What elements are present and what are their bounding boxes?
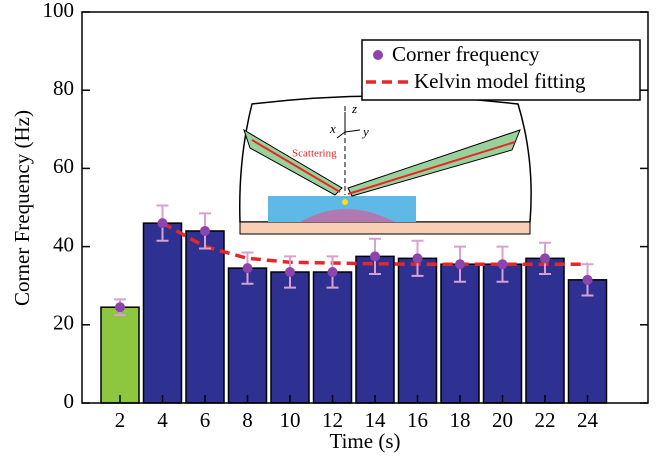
x-axis-label: Time (s)	[330, 429, 401, 453]
x-tick-label: 2	[115, 408, 126, 432]
point	[370, 251, 380, 262]
legend-label: Kelvin model fitting	[414, 69, 586, 93]
bar	[270, 271, 310, 404]
bar	[440, 263, 480, 404]
beam	[347, 141, 516, 195]
inset-label: Scattering	[292, 148, 337, 160]
x-tick-label: 12	[322, 408, 343, 432]
bar	[397, 257, 438, 404]
cell	[300, 209, 395, 222]
x-tick-label: 18	[450, 408, 471, 432]
bar	[482, 263, 523, 404]
fiber-right	[347, 129, 521, 197]
y-tick-label: 20	[53, 311, 74, 335]
legend-label: Corner frequency	[392, 42, 540, 66]
fit-line	[161, 221, 588, 266]
x-tick-label: 4	[157, 408, 168, 432]
x-tick-label: 8	[242, 408, 253, 432]
substrate	[239, 221, 531, 235]
point	[497, 259, 508, 270]
inset-label: x	[329, 121, 336, 136]
particle	[342, 199, 348, 205]
point	[327, 267, 338, 278]
point	[242, 263, 253, 274]
x-tick-label: 6	[200, 408, 211, 432]
point	[200, 225, 210, 236]
bar	[100, 306, 140, 404]
y-tick-label: 40	[53, 232, 74, 256]
x-tick-label: 16	[407, 408, 428, 432]
point	[115, 302, 125, 313]
bar	[567, 279, 608, 404]
x-tick-label: 22	[535, 408, 556, 432]
x-tick-label: 10	[280, 408, 301, 432]
inset: z x y Scattering	[239, 95, 532, 235]
point	[412, 253, 423, 264]
beam	[251, 139, 341, 193]
bar	[227, 267, 268, 404]
bar	[142, 222, 183, 404]
bar	[355, 255, 395, 404]
y-tick-label: 0	[64, 389, 75, 413]
point	[285, 267, 295, 278]
bar	[185, 230, 225, 404]
x-tick-label: 24	[577, 408, 599, 432]
bar	[525, 257, 565, 404]
y-tick-label: 80	[53, 76, 74, 100]
point	[157, 218, 168, 229]
point	[582, 274, 593, 285]
inset-label: y	[361, 124, 369, 139]
y-tick-label: 100	[43, 0, 75, 22]
point	[455, 259, 465, 270]
point	[540, 253, 550, 264]
y-axis-label: Corner Frequency (Hz)	[10, 110, 34, 306]
legend-box	[361, 39, 641, 101]
axes-icon	[336, 112, 361, 139]
y-tick-label: 60	[53, 154, 74, 178]
plot-frame	[81, 11, 649, 404]
legend-marker	[373, 50, 383, 60]
inset-frame	[239, 95, 532, 223]
x-tick-label: 14	[365, 408, 387, 432]
bar	[312, 271, 353, 404]
inset-label: z	[351, 101, 357, 116]
x-tick-label: 20	[492, 408, 513, 432]
